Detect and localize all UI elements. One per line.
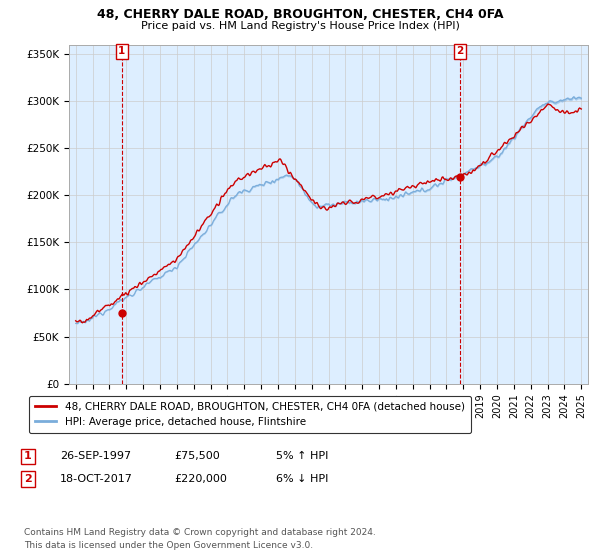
Text: 6% ↓ HPI: 6% ↓ HPI	[276, 474, 328, 484]
Text: £220,000: £220,000	[174, 474, 227, 484]
Text: 18-OCT-2017: 18-OCT-2017	[60, 474, 133, 484]
Text: 5% ↑ HPI: 5% ↑ HPI	[276, 451, 328, 461]
Legend: 48, CHERRY DALE ROAD, BROUGHTON, CHESTER, CH4 0FA (detached house), HPI: Average: 48, CHERRY DALE ROAD, BROUGHTON, CHESTER…	[29, 395, 471, 433]
Text: £75,500: £75,500	[174, 451, 220, 461]
Text: 2: 2	[456, 46, 463, 57]
Text: 2: 2	[24, 474, 32, 484]
Text: This data is licensed under the Open Government Licence v3.0.: This data is licensed under the Open Gov…	[24, 541, 313, 550]
Text: 48, CHERRY DALE ROAD, BROUGHTON, CHESTER, CH4 0FA: 48, CHERRY DALE ROAD, BROUGHTON, CHESTER…	[97, 8, 503, 21]
Text: 1: 1	[118, 46, 125, 57]
Text: 26-SEP-1997: 26-SEP-1997	[60, 451, 131, 461]
Text: Price paid vs. HM Land Registry's House Price Index (HPI): Price paid vs. HM Land Registry's House …	[140, 21, 460, 31]
Text: Contains HM Land Registry data © Crown copyright and database right 2024.: Contains HM Land Registry data © Crown c…	[24, 528, 376, 537]
Text: 1: 1	[24, 451, 32, 461]
